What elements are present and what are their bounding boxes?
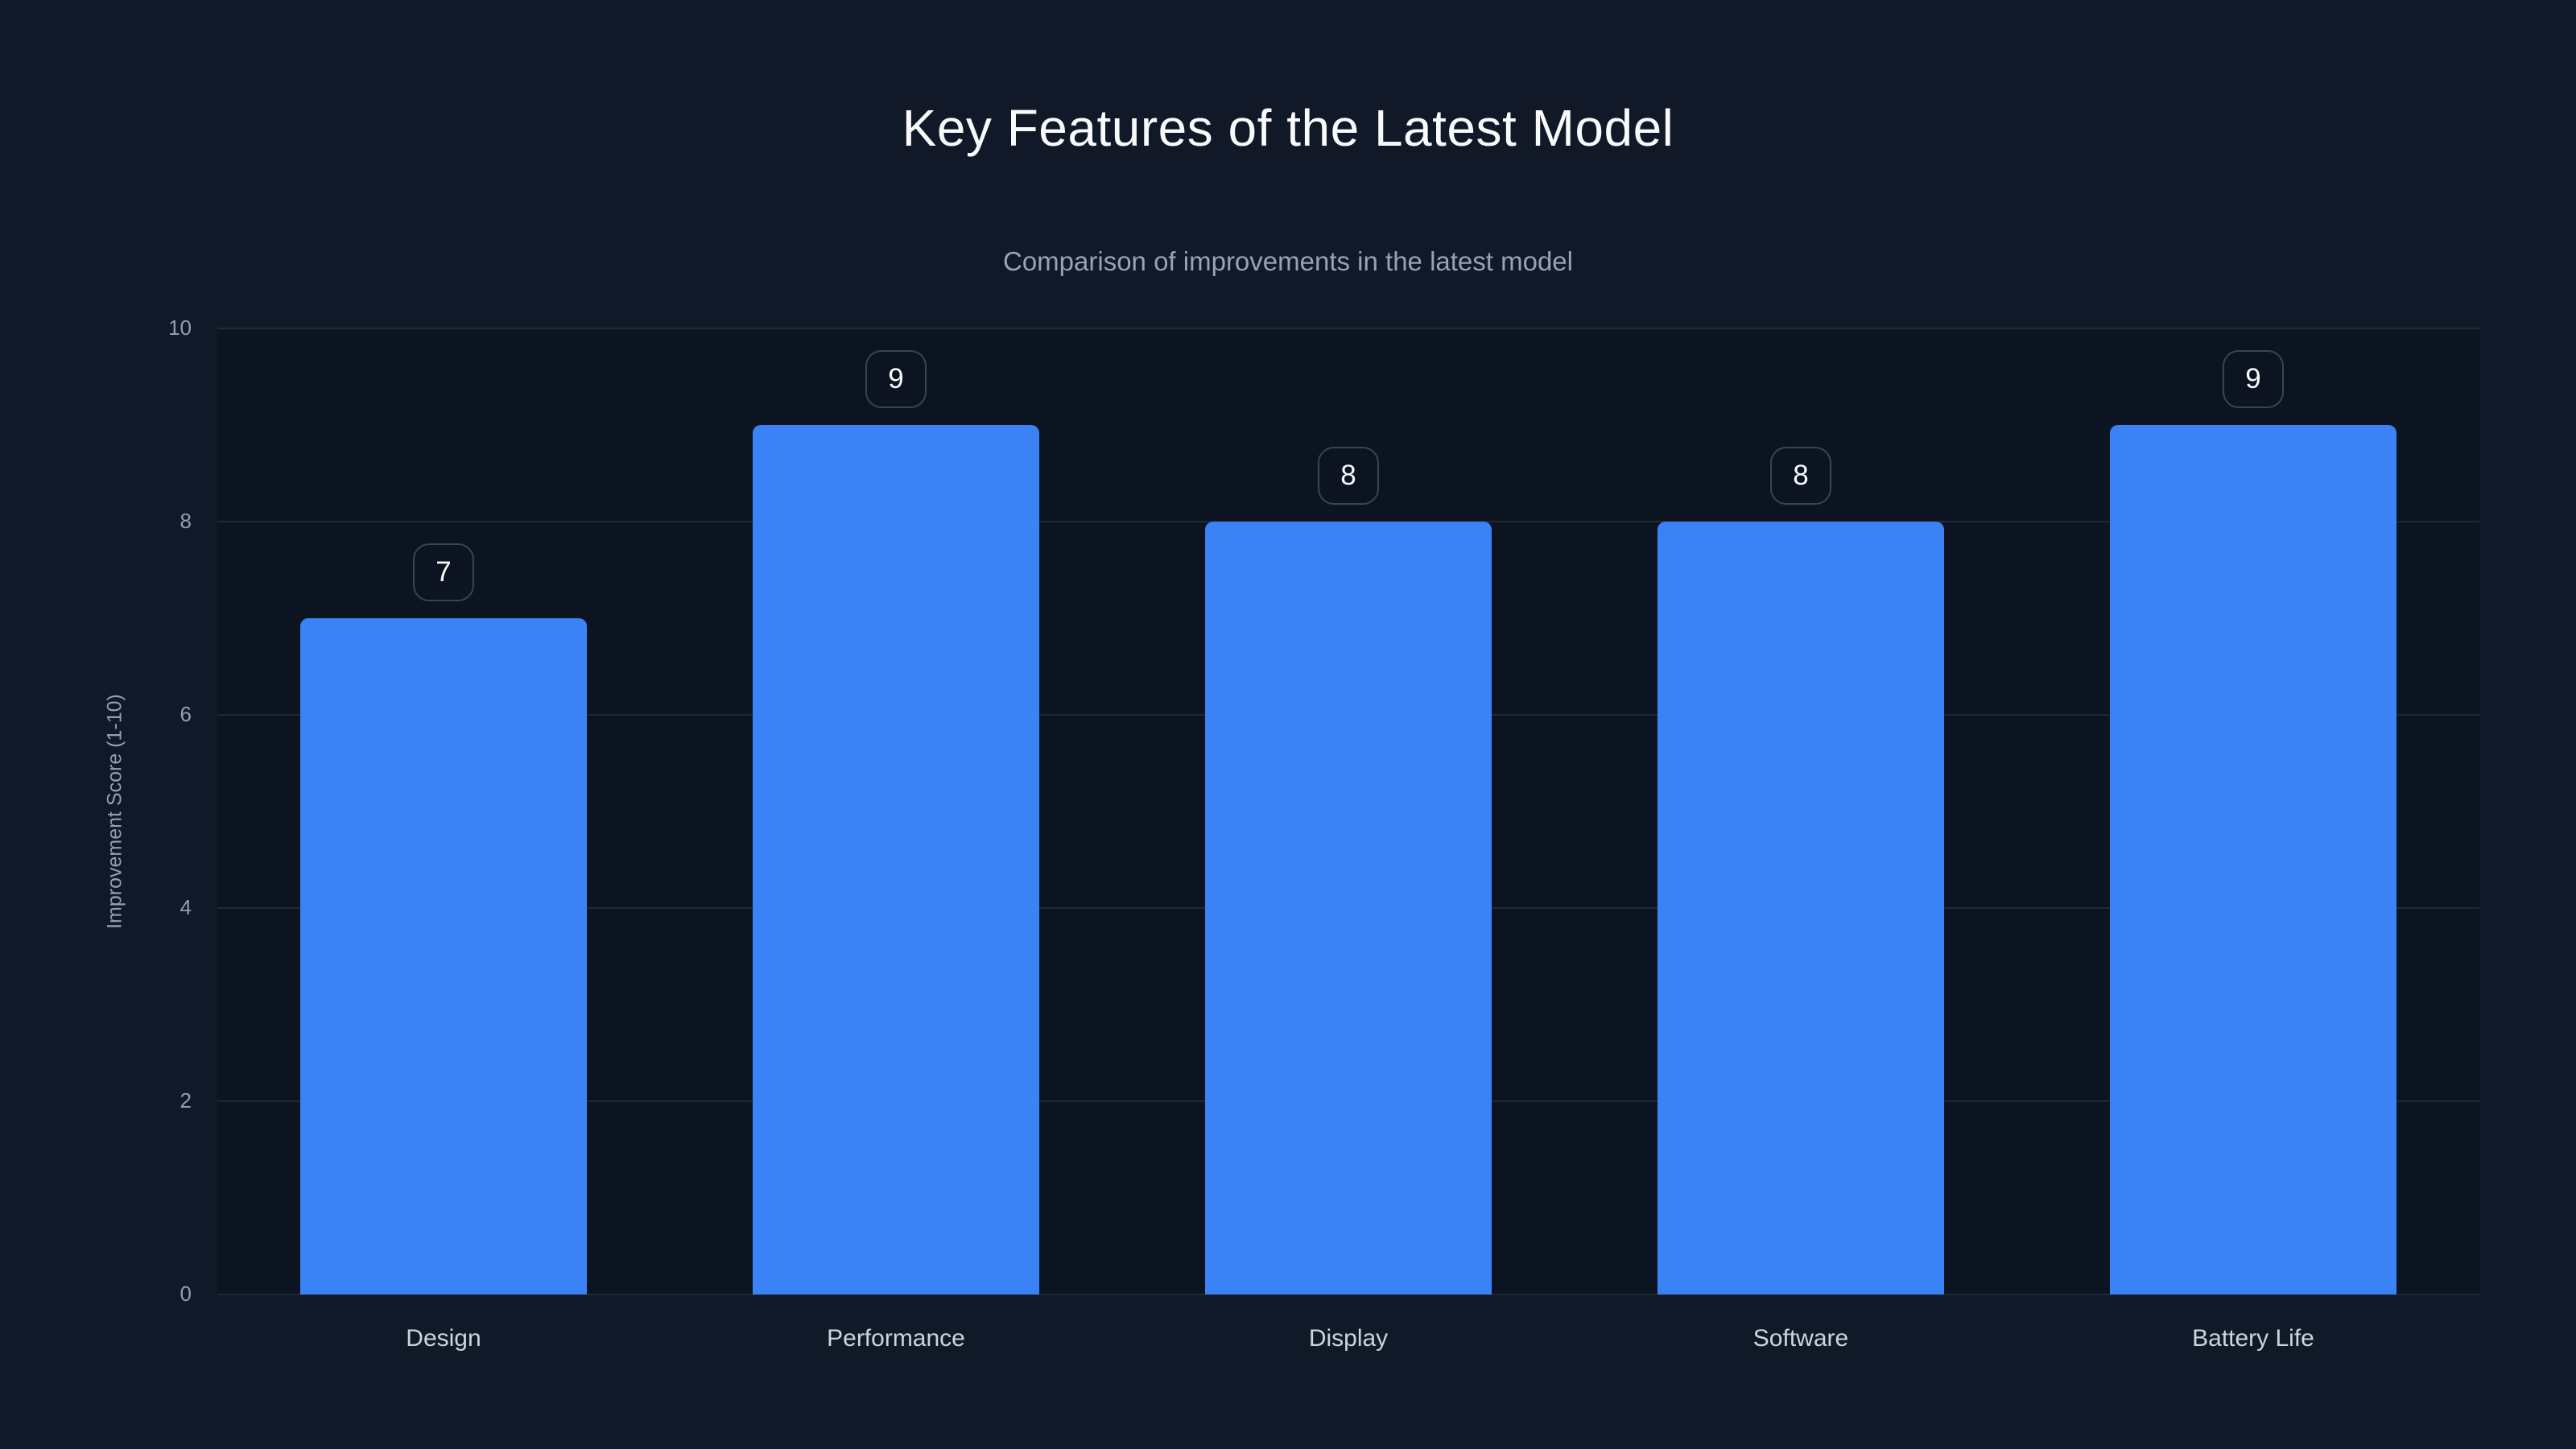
- y-axis-title: Improvement Score (1-10): [103, 694, 126, 929]
- chart-subtitle: Comparison of improvements in the latest…: [1003, 246, 1573, 276]
- y-tick-label: 0: [180, 1281, 192, 1306]
- bar-software: [1657, 522, 1944, 1294]
- y-tick-label: 4: [180, 894, 192, 919]
- x-tick-label: Performance: [827, 1325, 965, 1352]
- plot-area: [217, 328, 2479, 1295]
- bar-battery-life: [2110, 425, 2396, 1294]
- x-tick-label: Display: [1308, 1325, 1389, 1352]
- y-tick-label: 8: [180, 508, 192, 533]
- bar-value-badge: 7: [413, 543, 474, 601]
- gridline-y-0: [217, 1294, 2479, 1295]
- gridline-y-10: [217, 328, 2479, 329]
- x-tick-label: Software: [1752, 1325, 1849, 1352]
- x-tick-label: Battery Life: [2192, 1325, 2314, 1352]
- y-tick-label: 2: [180, 1088, 192, 1113]
- bar-value-badge: 8: [1770, 447, 1831, 505]
- bar-display: [1205, 522, 1492, 1294]
- bar-performance: [753, 425, 1039, 1294]
- bar-value-badge: 9: [865, 350, 927, 408]
- y-tick-label: 6: [180, 701, 192, 726]
- chart-title: Key Features of the Latest Model: [902, 99, 1674, 157]
- bar-value-badge: 8: [1318, 447, 1379, 505]
- x-tick-label: Design: [406, 1325, 481, 1352]
- y-tick-label: 10: [168, 315, 192, 340]
- bar-design: [300, 618, 587, 1294]
- bar-value-badge: 9: [2223, 350, 2284, 408]
